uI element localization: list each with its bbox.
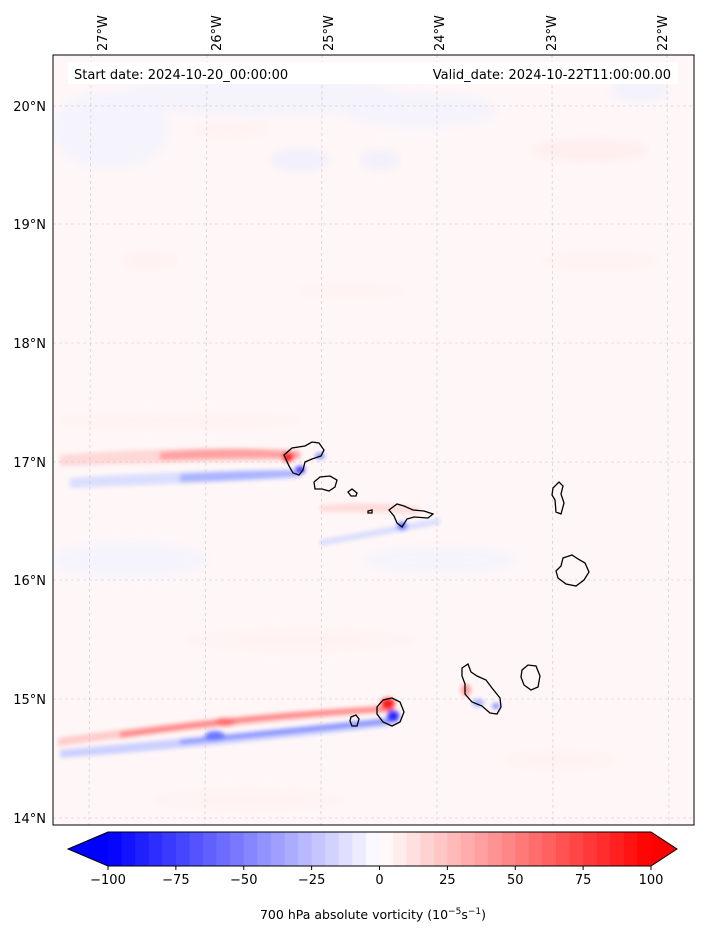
colorbar-segment bbox=[175, 832, 191, 866]
colorbar-tick-label: −75 bbox=[162, 873, 189, 888]
colorbar-segment bbox=[501, 832, 516, 866]
map-panel: Start date: 2024-10-20_00:00:00 Valid_da… bbox=[52, 54, 695, 826]
colorbar-tick-label: 50 bbox=[507, 873, 524, 888]
colorbar-segment bbox=[270, 832, 286, 866]
island-sao-vicente bbox=[313, 475, 338, 492]
lat-label-17n: 17°N bbox=[13, 456, 46, 471]
colorbar-segment bbox=[393, 832, 408, 866]
colorbar-segment bbox=[474, 832, 489, 866]
island-sal bbox=[551, 481, 565, 515]
colorbar-segment bbox=[162, 832, 177, 866]
colorbar-tick-label: 100 bbox=[639, 873, 664, 888]
colorbar-segment bbox=[203, 832, 218, 866]
lon-label-22w: 22°W bbox=[656, 15, 671, 51]
colorbar-segments bbox=[68, 832, 677, 866]
colorbar-segment bbox=[488, 832, 503, 866]
map-gridlines bbox=[53, 55, 694, 825]
colorbar-segment bbox=[257, 832, 272, 866]
colorbar-segment bbox=[284, 832, 299, 866]
lon-label-27w: 27°W bbox=[96, 15, 111, 51]
colorbar-segment bbox=[338, 832, 353, 866]
colorbar-segment bbox=[637, 832, 652, 866]
colorbar-segment bbox=[230, 832, 245, 866]
vorticity-field bbox=[53, 55, 694, 825]
lat-label-15n: 15°N bbox=[13, 693, 46, 708]
coastlines bbox=[283, 441, 590, 727]
info-box bbox=[68, 62, 678, 84]
colorbar-segment bbox=[243, 832, 258, 866]
colorbar-segment bbox=[420, 832, 435, 866]
latitude-labels: 20°N 19°N 18°N 17°N 16°N 15°N 14°N bbox=[13, 100, 46, 827]
island-sao-nicolau bbox=[388, 503, 435, 528]
colorbar-segment bbox=[555, 832, 571, 866]
colorbar-tick-label: 0 bbox=[375, 873, 383, 888]
colorbar-segment bbox=[325, 832, 340, 866]
colorbar-tick-label: −25 bbox=[298, 873, 325, 888]
map-background bbox=[53, 55, 694, 825]
colorbar-label: 700 hPa absolute vorticity (10−5s−1) bbox=[260, 907, 486, 922]
colorbar-segment bbox=[108, 832, 123, 866]
colorbar-segment bbox=[298, 832, 313, 866]
lon-label-24w: 24°W bbox=[433, 15, 448, 51]
colorbar-tick-label: −100 bbox=[90, 873, 126, 888]
colorbar-ticks: −100 −75 −50 −25 0 25 50 75 100 bbox=[90, 866, 663, 888]
colorbar-extend-max bbox=[651, 832, 677, 866]
colorbar-segment bbox=[148, 832, 163, 866]
colorbar-tick-label: 25 bbox=[439, 873, 456, 888]
colorbar-segment bbox=[379, 832, 394, 866]
island-brava bbox=[349, 714, 360, 727]
colorbar-segment bbox=[406, 832, 421, 866]
lat-label-20n: 20°N bbox=[13, 100, 46, 115]
colorbar-segment bbox=[515, 832, 530, 866]
longitude-labels: 27°W 26°W 25°W 24°W 23°W 22°W bbox=[96, 15, 671, 51]
colorbar-extend-min bbox=[68, 832, 108, 866]
colorbar-segment bbox=[542, 832, 557, 866]
island-fogo bbox=[376, 697, 405, 727]
lat-label-18n: 18°N bbox=[13, 337, 46, 352]
colorbar-segment bbox=[121, 832, 136, 866]
lon-label-26w: 26°W bbox=[210, 15, 225, 51]
island-raso bbox=[367, 509, 373, 514]
colorbar-segment bbox=[460, 832, 476, 866]
colorbar-segment bbox=[135, 832, 150, 866]
colorbar-segment bbox=[583, 832, 598, 866]
lat-label-16n: 16°N bbox=[13, 574, 46, 589]
island-santiago bbox=[461, 663, 502, 715]
lat-label-19n: 19°N bbox=[13, 218, 46, 233]
colorbar-segment bbox=[610, 832, 625, 866]
island-santo-antao bbox=[283, 441, 325, 476]
colorbar-segment bbox=[569, 832, 584, 866]
island-boa-vista bbox=[555, 554, 590, 587]
lat-label-14n: 14°N bbox=[13, 812, 46, 827]
colorbar-segment bbox=[189, 832, 204, 866]
colorbar-segment bbox=[311, 832, 326, 866]
map-frame bbox=[52, 54, 695, 826]
colorbar-segment bbox=[623, 832, 639, 866]
colorbar-segment bbox=[596, 832, 611, 866]
colorbar-segment bbox=[528, 832, 543, 866]
colorbar-segment bbox=[216, 832, 231, 866]
valid-date-label: Valid_date: 2024-10-22T11:00:00.00 bbox=[433, 68, 671, 83]
start-date-label: Start date: 2024-10-20_00:00:00 bbox=[74, 68, 288, 83]
colorbar-segment bbox=[365, 832, 381, 866]
colorbar-segment bbox=[433, 832, 448, 866]
island-maio bbox=[520, 664, 541, 691]
colorbar-segment bbox=[447, 832, 462, 866]
colorbar-segment bbox=[352, 832, 367, 866]
colorbar-tick-label: −50 bbox=[230, 873, 257, 888]
lon-label-23w: 23°W bbox=[545, 15, 560, 51]
colorbar: −100 −75 −50 −25 0 25 50 75 100 700 hPa absolute… bbox=[66, 831, 678, 922]
colorbar-tick-label: 75 bbox=[575, 873, 592, 888]
lon-label-25w: 25°W bbox=[322, 15, 337, 51]
island-santa-luzia bbox=[347, 488, 358, 497]
